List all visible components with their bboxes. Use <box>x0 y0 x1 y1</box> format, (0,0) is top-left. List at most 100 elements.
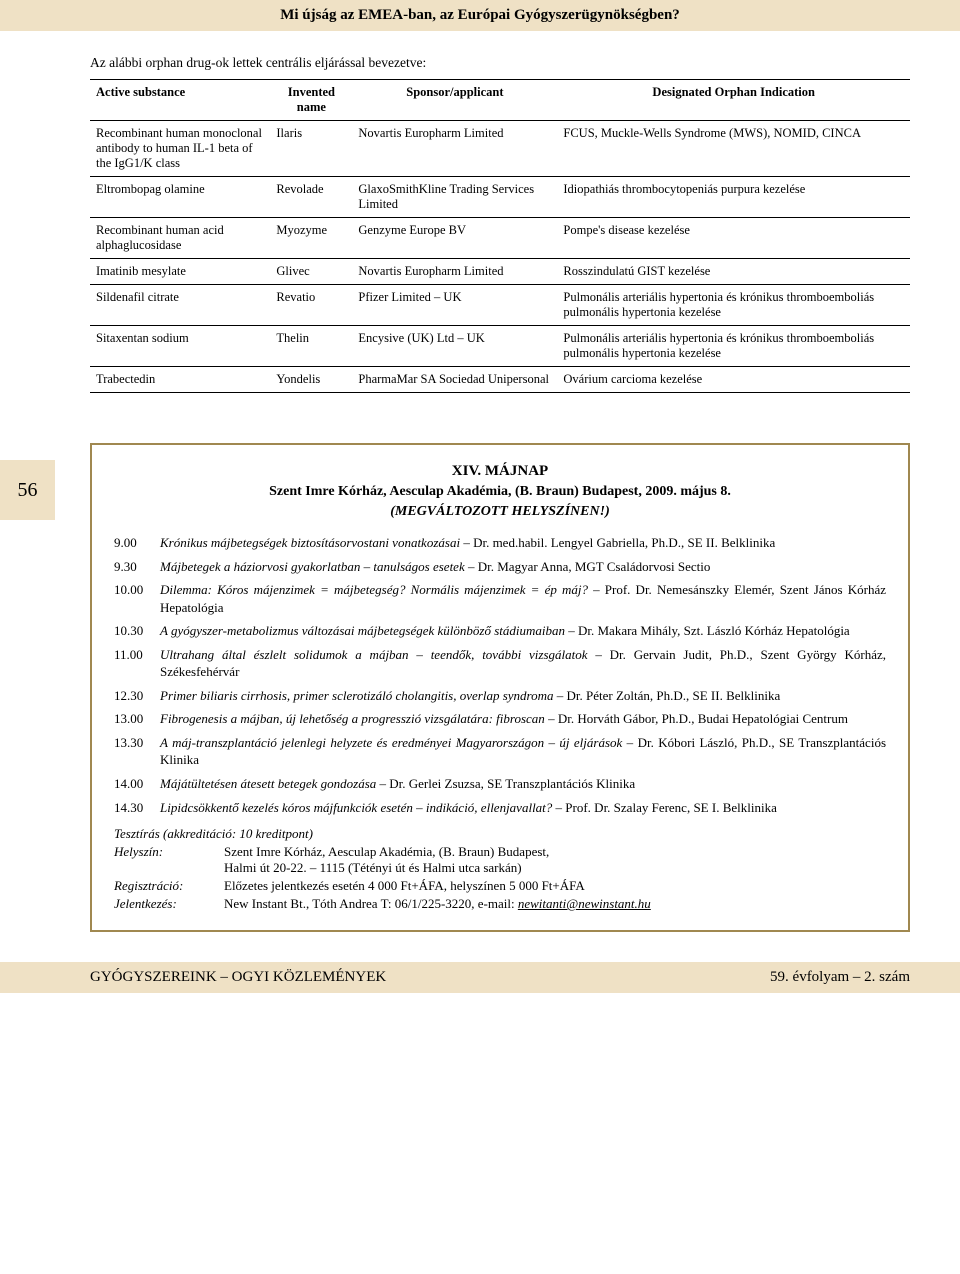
schedule-topic: Májbetegek a háziorvosi gyakorlatban – t… <box>160 559 465 574</box>
table-row: Recombinant human monoclonal antibody to… <box>90 121 910 177</box>
schedule-topic: A máj-transzplantáció jelenlegi helyzete… <box>160 735 622 750</box>
schedule-row: 12.30Primer biliaris cirrhosis, primer s… <box>114 687 886 705</box>
table-cell-indication: Ovárium carcioma kezelése <box>557 367 910 393</box>
schedule-topic: Fibrogenesis a májban, új lehetőség a pr… <box>160 711 545 726</box>
schedule-speaker: – Dr. Péter Zoltán, Ph.D., SE II. Belkli… <box>554 688 781 703</box>
table-cell-sponsor: Novartis Europharm Limited <box>352 259 557 285</box>
page-number-value: 56 <box>18 479 38 502</box>
footer-right: 59. évfolyam – 2. szám <box>770 969 910 986</box>
event-box: XIV. MÁJNAP Szent Imre Kórház, Aesculap … <box>90 443 910 932</box>
apply-row: Jelentkezés: New Instant Bt., Tóth Andre… <box>114 896 886 912</box>
table-cell-active: Sildenafil citrate <box>90 285 270 326</box>
table-cell-active: Eltrombopag olamine <box>90 177 270 218</box>
table-cell-active: Recombinant human acid alphaglucosidase <box>90 218 270 259</box>
table-cell-indication: Idiopathiás thrombocytopeniás purpura ke… <box>557 177 910 218</box>
schedule-time: 11.00 <box>114 646 160 681</box>
schedule-speaker: – Dr. Horváth Gábor, Ph.D., Budai Hepato… <box>545 711 848 726</box>
table-cell-sponsor: Novartis Europharm Limited <box>352 121 557 177</box>
schedule-row: 10.30A gyógyszer-metabolizmus változásai… <box>114 622 886 640</box>
schedule-topic: Lipidcsökkentő kezelés kóros májfunkciók… <box>160 800 552 815</box>
schedule-desc: Ultrahang által észlelt solidumok a májb… <box>160 646 886 681</box>
schedule-row: 14.00Májátültetésen átesett betegek gond… <box>114 775 886 793</box>
table-row: Eltrombopag olamineRevoladeGlaxoSmithKli… <box>90 177 910 218</box>
table-header-row: Active substance Invented name Sponsor/a… <box>90 80 910 121</box>
location-value: Szent Imre Kórház, Aesculap Akadémia, (B… <box>224 844 886 876</box>
table-row: Imatinib mesylateGlivecNovartis Europhar… <box>90 259 910 285</box>
schedule-topic: Májátültetésen átesett betegek gondozása <box>160 776 376 791</box>
schedule-time: 9.30 <box>114 558 160 576</box>
schedule-time: 14.00 <box>114 775 160 793</box>
header-title: Mi újság az EMEA-ban, az Európai Gyógysz… <box>280 7 680 23</box>
table-cell-name: Revolade <box>270 177 352 218</box>
table-cell-sponsor: Encysive (UK) Ltd – UK <box>352 326 557 367</box>
table-cell-name: Yondelis <box>270 367 352 393</box>
schedule-row: 9.00Krónikus májbetegségek biztosításorv… <box>114 534 886 552</box>
apply-value: New Instant Bt., Tóth Andrea T: 06/1/225… <box>224 896 886 912</box>
page-number: 56 <box>0 460 55 520</box>
apply-text: New Instant Bt., Tóth Andrea T: 06/1/225… <box>224 896 518 911</box>
location-line2: Halmi út 20-22. – 1115 (Tétényi út és Ha… <box>224 860 522 875</box>
footer-left: GYÓGYSZEREINK – OGYI KÖZLEMÉNYEK <box>90 969 386 986</box>
event-title-main: XIV. MÁJNAP <box>114 463 886 480</box>
schedule-topic: Primer biliaris cirrhosis, primer sclero… <box>160 688 554 703</box>
table-cell-indication: Pulmonális arteriális hypertonia és krón… <box>557 285 910 326</box>
schedule-row: 14.30Lipidcsökkentő kezelés kóros májfun… <box>114 799 886 817</box>
schedule-topic: Dilemma: Kóros májenzimek = májbetegség?… <box>160 582 588 597</box>
table-cell-sponsor: GlaxoSmithKline Trading Services Limited <box>352 177 557 218</box>
table-row: Sildenafil citrateRevatioPfizer Limited … <box>90 285 910 326</box>
schedule-speaker: – Dr. Makara Mihály, Szt. László Kórház … <box>565 623 850 638</box>
schedule-time: 10.00 <box>114 581 160 616</box>
schedule-topic: Krónikus májbetegségek biztosításorvosta… <box>160 535 460 550</box>
schedule-speaker: – Dr. med.habil. Lengyel Gabriella, Ph.D… <box>460 535 775 550</box>
schedule-row: 13.30A máj-transzplantáció jelenlegi hel… <box>114 734 886 769</box>
table-cell-name: Myozyme <box>270 218 352 259</box>
location-line1: Szent Imre Kórház, Aesculap Akadémia, (B… <box>224 844 549 859</box>
table-cell-sponsor: Genzyme Europe BV <box>352 218 557 259</box>
schedule-time: 12.30 <box>114 687 160 705</box>
schedule-desc: Krónikus májbetegségek biztosításorvosta… <box>160 534 886 552</box>
page-footer: GYÓGYSZEREINK – OGYI KÖZLEMÉNYEK 59. évf… <box>0 962 960 993</box>
schedule-topic: A gyógyszer-metabolizmus változásai májb… <box>160 623 565 638</box>
location-label: Helyszín: <box>114 844 224 876</box>
location-row: Helyszín: Szent Imre Kórház, Aesculap Ak… <box>114 844 886 876</box>
table-cell-active: Imatinib mesylate <box>90 259 270 285</box>
table-cell-name: Ilaris <box>270 121 352 177</box>
table-cell-active: Trabectedin <box>90 367 270 393</box>
schedule-desc: Fibrogenesis a májban, új lehetőség a pr… <box>160 710 886 728</box>
intro-text: Az alábbi orphan drug-ok lettek centráli… <box>90 55 910 71</box>
schedule-row: 11.00Ultrahang által észlelt solidumok a… <box>114 646 886 681</box>
orphan-drug-table: Active substance Invented name Sponsor/a… <box>90 79 910 393</box>
table-cell-indication: FCUS, Muckle-Wells Syndrome (MWS), NOMID… <box>557 121 910 177</box>
schedule-time: 14.30 <box>114 799 160 817</box>
schedule-row: 9.30Májbetegek a háziorvosi gyakorlatban… <box>114 558 886 576</box>
schedule-row: 10.00Dilemma: Kóros májenzimek = májbete… <box>114 581 886 616</box>
schedule-topic: Ultrahang által észlelt solidumok a májb… <box>160 647 588 662</box>
table-cell-sponsor: PharmaMar SA Sociedad Unipersonal <box>352 367 557 393</box>
schedule-speaker: – Prof. Dr. Szalay Ferenc, SE I. Belklin… <box>552 800 777 815</box>
event-footer: Tesztírás (akkreditáció: 10 kreditpont) … <box>114 826 886 912</box>
schedule-desc: Májbetegek a háziorvosi gyakorlatban – t… <box>160 558 886 576</box>
table-row: TrabectedinYondelisPharmaMar SA Sociedad… <box>90 367 910 393</box>
table-cell-name: Glivec <box>270 259 352 285</box>
registration-value: Előzetes jelentkezés esetén 4 000 Ft+ÁFA… <box>224 878 886 894</box>
table-cell-indication: Pulmonális arteriális hypertonia és krón… <box>557 326 910 367</box>
col-sponsor: Sponsor/applicant <box>352 80 557 121</box>
schedule-desc: Primer biliaris cirrhosis, primer sclero… <box>160 687 886 705</box>
schedule-time: 10.30 <box>114 622 160 640</box>
table-cell-sponsor: Pfizer Limited – UK <box>352 285 557 326</box>
schedule-row: 13.00Fibrogenesis a májban, új lehetőség… <box>114 710 886 728</box>
col-indication: Designated Orphan Indication <box>557 80 910 121</box>
schedule-time: 13.30 <box>114 734 160 769</box>
table-row: Sitaxentan sodiumThelinEncysive (UK) Ltd… <box>90 326 910 367</box>
table-cell-active: Sitaxentan sodium <box>90 326 270 367</box>
event-subtitle: Szent Imre Kórház, Aesculap Akadémia, (B… <box>114 484 886 500</box>
schedule-desc: Lipidcsökkentő kezelés kóros májfunkciók… <box>160 799 886 817</box>
schedule-desc: Májátültetésen átesett betegek gondozása… <box>160 775 886 793</box>
schedule-speaker: – Dr. Magyar Anna, MGT Családorvosi Sect… <box>465 559 711 574</box>
schedule-list: 9.00Krónikus májbetegségek biztosításorv… <box>114 534 886 816</box>
col-active-substance: Active substance <box>90 80 270 121</box>
schedule-desc: Dilemma: Kóros májenzimek = májbetegség?… <box>160 581 886 616</box>
schedule-speaker: – Dr. Gerlei Zsuzsa, SE Transzplantációs… <box>376 776 635 791</box>
event-notice: (MEGVÁLTOZOTT HELYSZÍNEN!) <box>114 504 886 520</box>
apply-label: Jelentkezés: <box>114 896 224 912</box>
